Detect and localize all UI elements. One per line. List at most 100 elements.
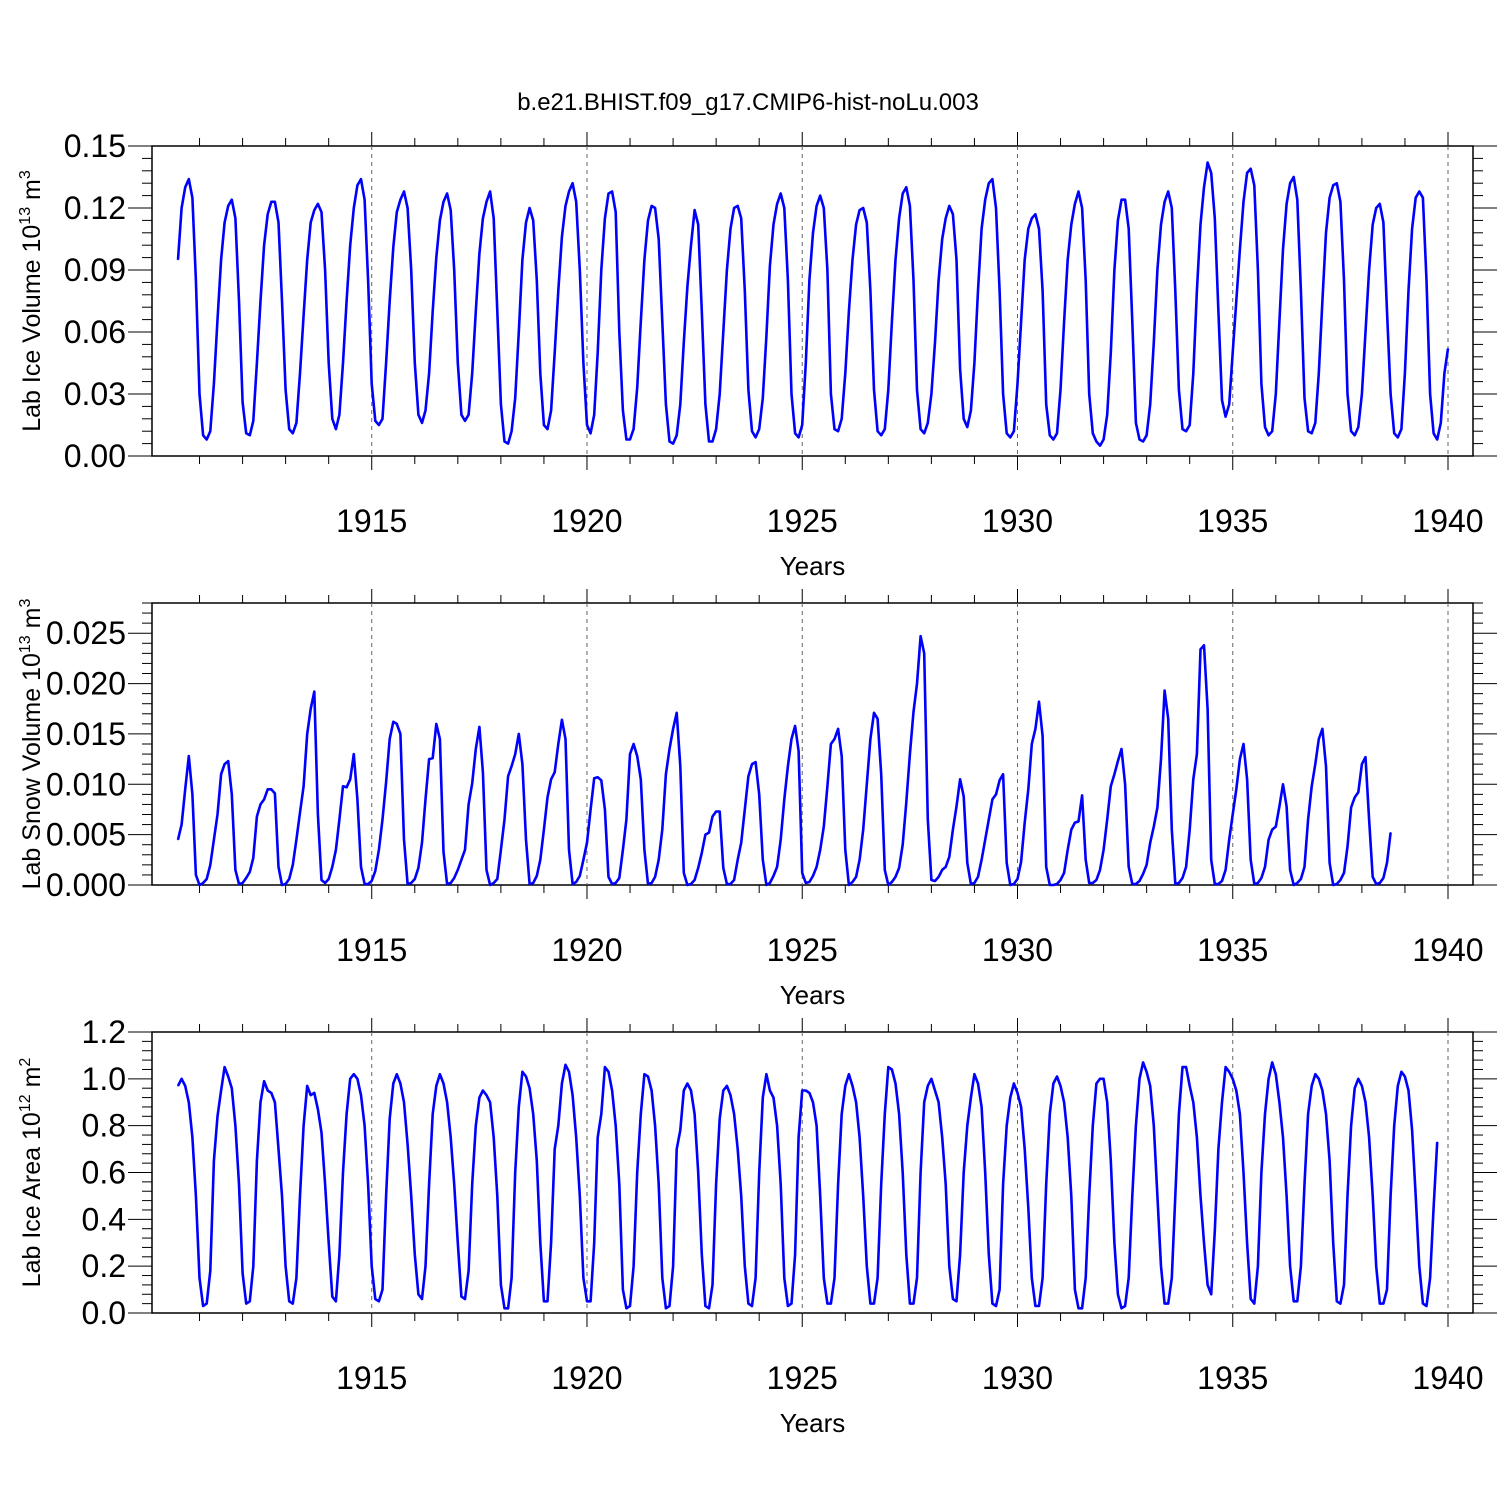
- data-point: [1358, 427, 1359, 428]
- data-point: [665, 774, 666, 775]
- data-point: [1067, 259, 1068, 260]
- data-point: [651, 882, 652, 883]
- data-point: [744, 290, 745, 291]
- data-point: [877, 718, 878, 719]
- data-point: [841, 418, 842, 419]
- data-point: [199, 393, 200, 394]
- data-point: [583, 362, 584, 363]
- data-point: [708, 832, 709, 833]
- data-point: [518, 331, 519, 332]
- data-point: [942, 238, 943, 239]
- data-point: [1369, 1137, 1370, 1138]
- data-point: [522, 259, 523, 260]
- data-point: [1447, 348, 1448, 349]
- data-point: [493, 1137, 494, 1138]
- x-tick-label: 1920: [551, 932, 622, 968]
- data-point: [1272, 431, 1273, 432]
- data-point: [1085, 859, 1086, 860]
- data-point: [508, 1308, 509, 1309]
- data-point: [1329, 862, 1330, 863]
- data-point: [1157, 807, 1158, 808]
- data-point: [977, 1083, 978, 1084]
- data-point: [464, 1298, 465, 1299]
- data-point: [1010, 1097, 1011, 1098]
- data-point: [1006, 433, 1007, 434]
- data-point: [1211, 172, 1212, 173]
- data-point: [457, 362, 458, 363]
- data-point: [1153, 826, 1154, 827]
- data-point: [242, 1273, 243, 1274]
- data-point: [629, 754, 630, 755]
- data-point: [1379, 1303, 1380, 1304]
- data-point: [647, 883, 648, 884]
- data-point: [461, 859, 462, 860]
- data-point: [210, 864, 211, 865]
- data-point: [457, 1242, 458, 1243]
- data-point: [450, 210, 451, 211]
- data-point: [479, 253, 480, 254]
- data-point: [1168, 718, 1169, 719]
- data-point: [285, 883, 286, 884]
- data-point: [1031, 743, 1032, 744]
- data-point: [952, 1298, 953, 1299]
- data-point: [594, 414, 595, 415]
- data-point: [321, 879, 322, 880]
- data-point: [1203, 1242, 1204, 1243]
- data-point: [995, 1305, 996, 1306]
- data-point: [1110, 352, 1111, 353]
- data-point: [834, 738, 835, 739]
- data-point: [1092, 433, 1093, 434]
- y-tick-label: 0.12: [64, 190, 126, 226]
- data-point: [368, 883, 369, 884]
- data-point: [335, 429, 336, 430]
- data-point: [1250, 859, 1251, 860]
- data-point: [1060, 1085, 1061, 1086]
- data-point: [866, 784, 867, 785]
- data-point: [1178, 1113, 1179, 1114]
- data-point: [554, 352, 555, 353]
- data-point: [515, 398, 516, 399]
- data-point: [712, 1284, 713, 1285]
- data-point: [1225, 416, 1226, 417]
- data-point: [1010, 437, 1011, 438]
- data-point: [443, 1083, 444, 1084]
- data-point: [1369, 819, 1370, 820]
- data-point: [235, 218, 236, 219]
- data-point: [744, 809, 745, 810]
- data-point: [1426, 280, 1427, 281]
- data-point: [1114, 269, 1115, 270]
- data-point: [1290, 869, 1291, 870]
- data-point: [802, 424, 803, 425]
- x-axis-label: Years: [780, 1408, 846, 1438]
- data-point: [1325, 1113, 1326, 1114]
- data-point: [751, 431, 752, 432]
- data-point: [1351, 431, 1352, 432]
- data-point: [694, 1113, 695, 1114]
- data-point: [895, 876, 896, 877]
- data-point: [1028, 228, 1029, 229]
- data-point: [1236, 300, 1237, 301]
- data-point: [852, 259, 853, 260]
- x-tick-label: 1920: [551, 503, 622, 539]
- data-point: [533, 220, 534, 221]
- data-point: [963, 1172, 964, 1173]
- data-point: [296, 839, 297, 840]
- data-point: [734, 207, 735, 208]
- data-point: [791, 393, 792, 394]
- data-point: [429, 1184, 430, 1185]
- data-point: [626, 819, 627, 820]
- data-point: [1175, 883, 1176, 884]
- data-point: [1440, 422, 1441, 423]
- data-point: [439, 220, 440, 221]
- data-point: [317, 1109, 318, 1110]
- data-point: [303, 315, 304, 316]
- data-point: [1247, 1242, 1248, 1243]
- data-point: [787, 280, 788, 281]
- data-point: [1049, 435, 1050, 436]
- data-point: [1139, 439, 1140, 440]
- data-point: [1386, 862, 1387, 863]
- data-point: [1207, 162, 1208, 163]
- data-point: [791, 738, 792, 739]
- data-point: [1218, 311, 1219, 312]
- data-point: [1160, 224, 1161, 225]
